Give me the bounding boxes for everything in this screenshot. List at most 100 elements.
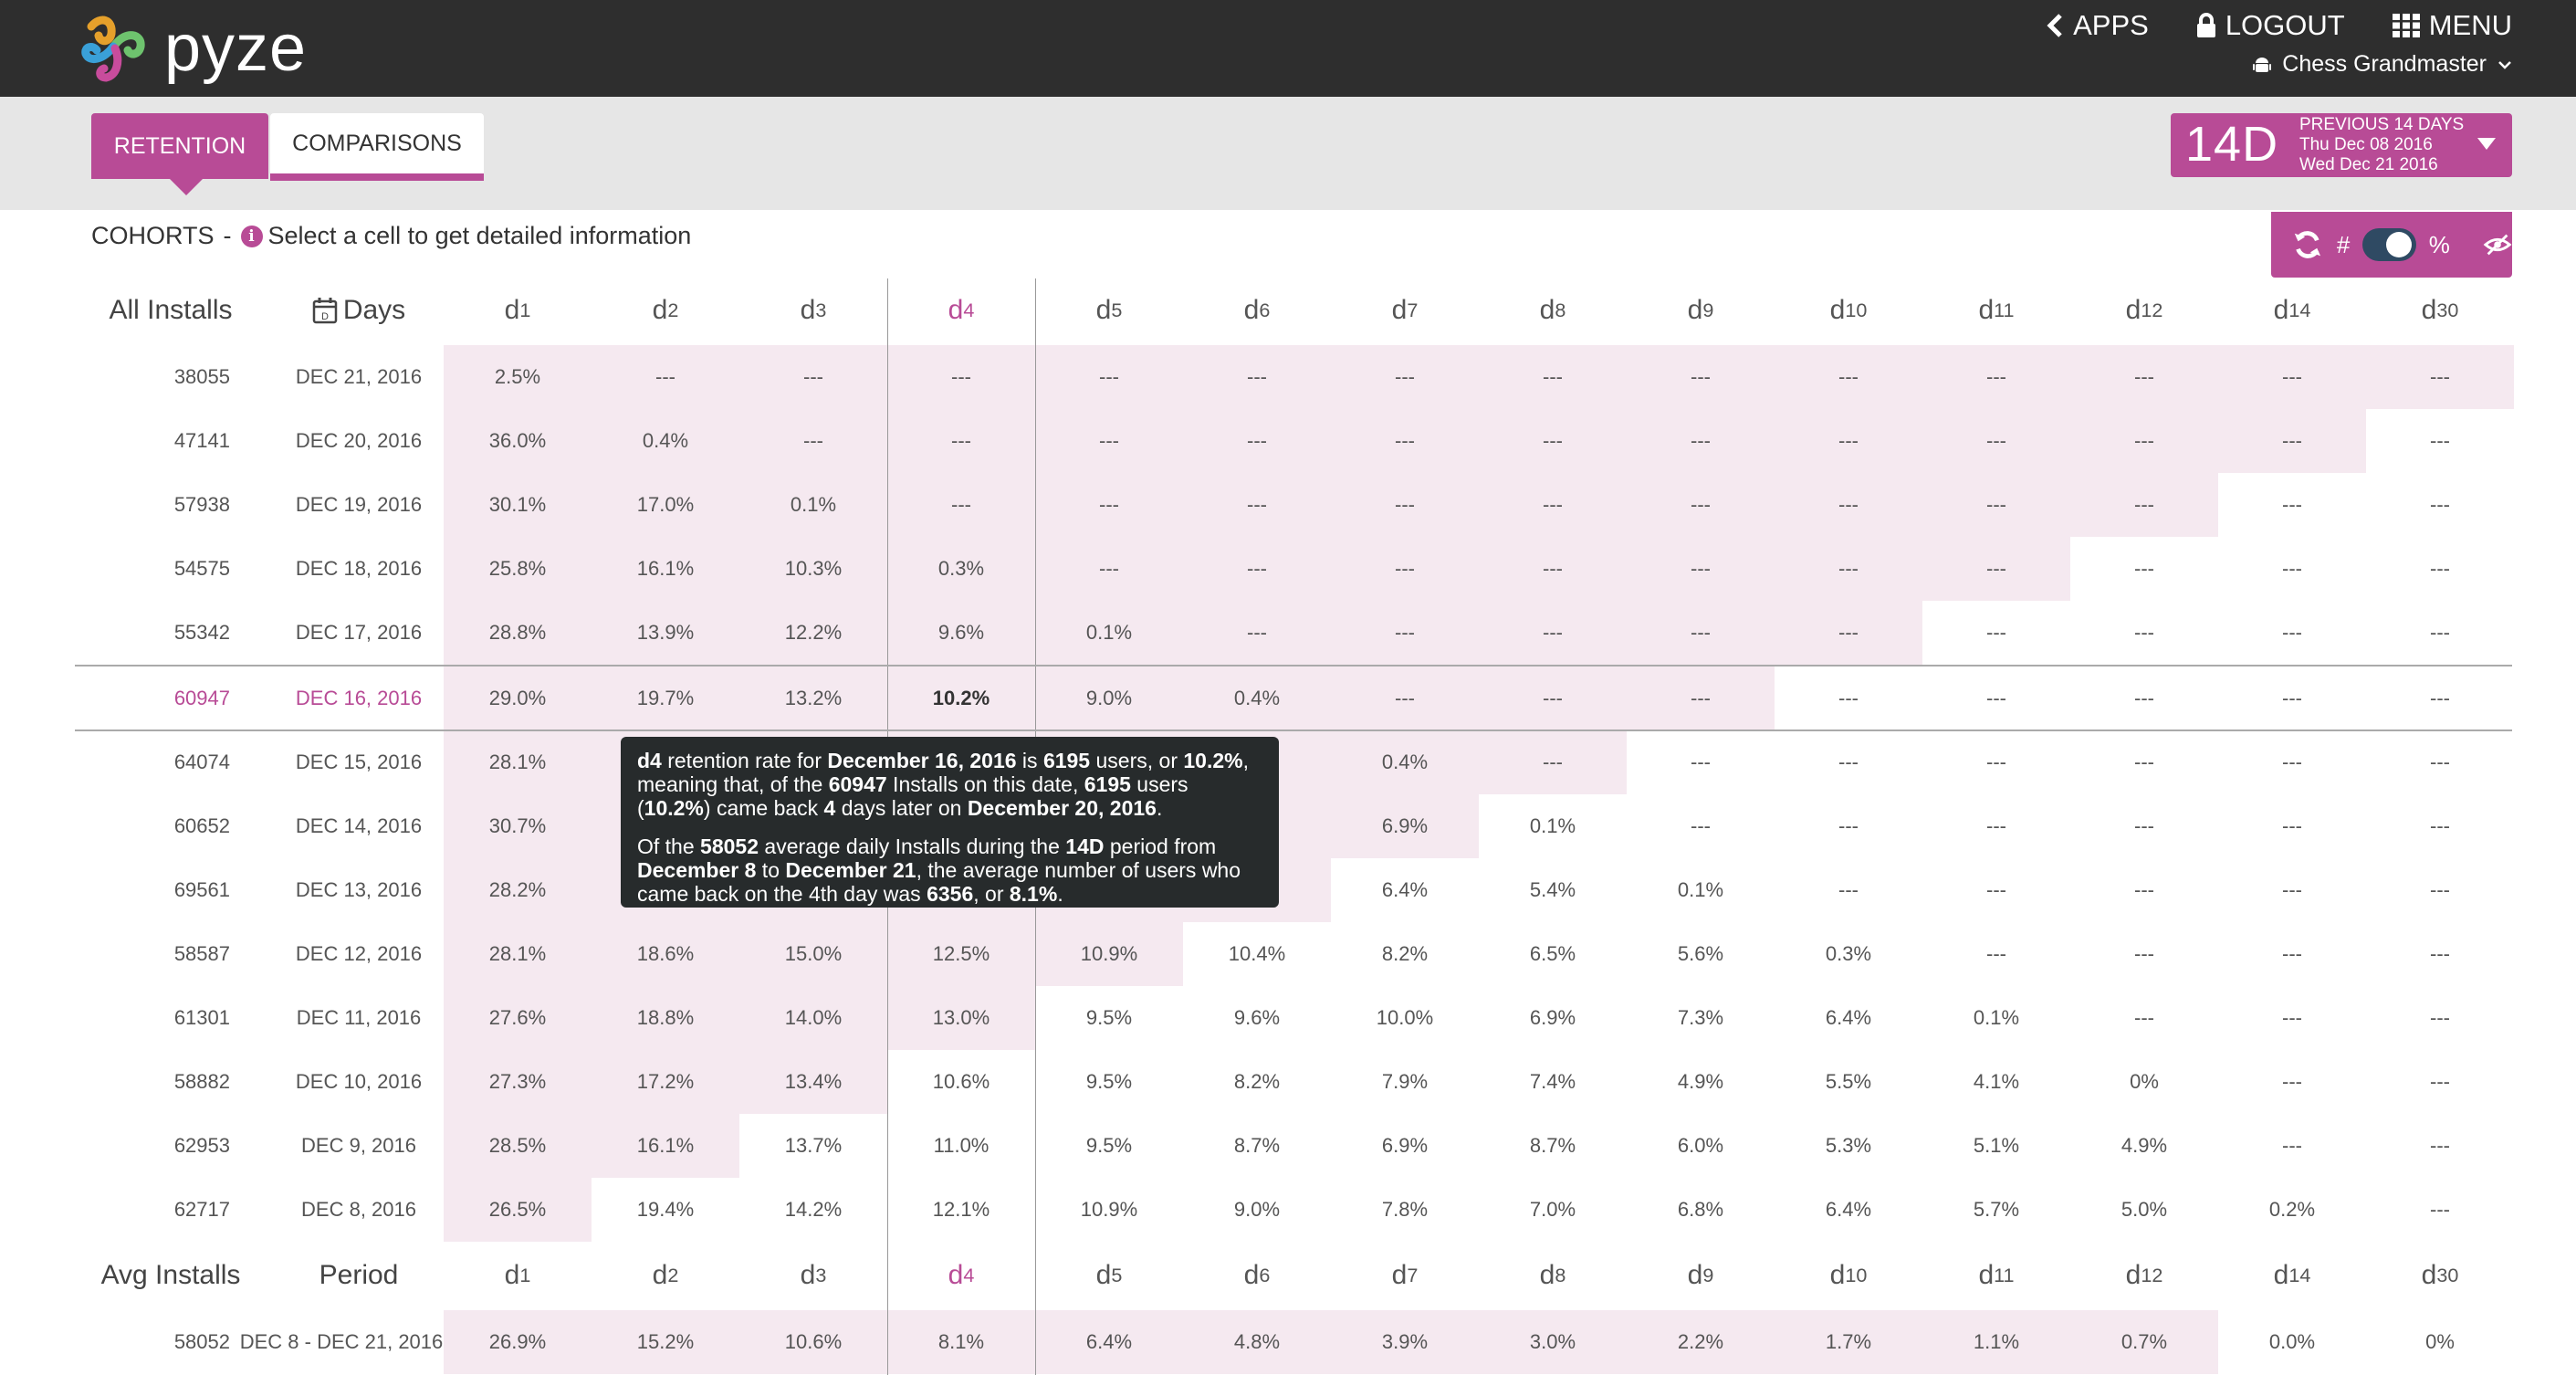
- retention-cell[interactable]: 7.3%: [1677, 1006, 1724, 1029]
- retention-cell[interactable]: ---: [2134, 878, 2154, 901]
- retention-cell[interactable]: 26.5%: [444, 1178, 592, 1242]
- retention-cell[interactable]: 0.2%: [2268, 1198, 2316, 1221]
- retention-cell[interactable]: 9.0%: [1035, 667, 1183, 730]
- retention-cell[interactable]: 5.5%: [1825, 1070, 1872, 1093]
- retention-cell[interactable]: 12.2%: [739, 601, 887, 665]
- retention-cell[interactable]: ---: [2134, 557, 2154, 580]
- retention-cell[interactable]: ---: [2282, 1134, 2302, 1157]
- retention-cell[interactable]: 5.6%: [1677, 942, 1724, 965]
- retention-cell[interactable]: ---: [887, 345, 1035, 409]
- retention-cell[interactable]: ---: [2070, 345, 2218, 409]
- retention-cell[interactable]: 0.3%: [887, 537, 1035, 601]
- retention-cell[interactable]: 4.9%: [1677, 1070, 1724, 1093]
- avg-retention-cell[interactable]: 3.9%: [1331, 1310, 1479, 1374]
- retention-cell[interactable]: 18.6%: [592, 922, 739, 986]
- retention-cell[interactable]: 12.5%: [887, 922, 1035, 986]
- retention-cell[interactable]: 5.7%: [1973, 1198, 2020, 1221]
- retention-cell[interactable]: ---: [1627, 345, 1775, 409]
- retention-cell[interactable]: ---: [2282, 750, 2302, 773]
- retention-cell[interactable]: 10.0%: [1376, 1006, 1434, 1029]
- retention-cell[interactable]: 10.2%: [887, 667, 1035, 730]
- retention-cell[interactable]: ---: [2134, 814, 2154, 837]
- avg-retention-cell[interactable]: 3.0%: [1479, 1310, 1627, 1374]
- retention-cell[interactable]: ---: [1775, 409, 1922, 473]
- retention-cell[interactable]: ---: [1986, 687, 2006, 709]
- retention-cell[interactable]: 7.4%: [1529, 1070, 1576, 1093]
- retention-cell[interactable]: 15.0%: [739, 922, 887, 986]
- avg-retention-cell[interactable]: 1.7%: [1775, 1310, 1922, 1374]
- avg-retention-cell[interactable]: 8.1%: [887, 1310, 1035, 1374]
- retention-cell[interactable]: 0.1%: [1529, 814, 1576, 837]
- retention-cell[interactable]: 6.4%: [1825, 1198, 1872, 1221]
- retention-cell[interactable]: 0.4%: [1183, 667, 1331, 730]
- retention-cell[interactable]: 19.7%: [592, 667, 739, 730]
- retention-cell[interactable]: 7.8%: [1381, 1198, 1429, 1221]
- retention-cell[interactable]: 0.1%: [739, 473, 887, 537]
- retention-cell[interactable]: ---: [2430, 942, 2450, 965]
- retention-cell[interactable]: ---: [1331, 667, 1479, 730]
- retention-cell[interactable]: ---: [887, 409, 1035, 473]
- retention-cell[interactable]: ---: [1922, 473, 2070, 537]
- retention-cell[interactable]: 6.9%: [1381, 1134, 1429, 1157]
- retention-cell[interactable]: ---: [2282, 557, 2302, 580]
- retention-cell[interactable]: 28.2%: [444, 858, 592, 922]
- retention-cell[interactable]: ---: [2282, 878, 2302, 901]
- retention-cell[interactable]: 8.7%: [1529, 1134, 1576, 1157]
- retention-cell[interactable]: ---: [1331, 601, 1479, 665]
- count-percent-toggle[interactable]: [2362, 228, 2416, 261]
- avg-retention-cell[interactable]: 6.4%: [1035, 1310, 1183, 1374]
- retention-cell[interactable]: 9.0%: [1233, 1198, 1281, 1221]
- retention-cell[interactable]: 7.0%: [1529, 1198, 1576, 1221]
- retention-cell[interactable]: 14.2%: [784, 1198, 843, 1221]
- retention-cell[interactable]: ---: [1479, 409, 1627, 473]
- avg-retention-cell[interactable]: 0.0%: [2268, 1330, 2316, 1353]
- retention-cell[interactable]: ---: [2430, 557, 2450, 580]
- retention-cell[interactable]: ---: [1479, 730, 1627, 794]
- retention-cell[interactable]: ---: [1183, 601, 1331, 665]
- avg-retention-cell[interactable]: 10.6%: [739, 1310, 887, 1374]
- retention-cell[interactable]: 10.3%: [739, 537, 887, 601]
- date-range-selector[interactable]: 14D PREVIOUS 14 DAYS Thu Dec 08 2016 Wed…: [2171, 113, 2512, 177]
- retention-cell[interactable]: 16.1%: [592, 537, 739, 601]
- retention-cell[interactable]: 10.9%: [1080, 1198, 1138, 1221]
- retention-cell[interactable]: ---: [2430, 1198, 2450, 1221]
- retention-cell[interactable]: 28.8%: [444, 601, 592, 665]
- logout-link[interactable]: LOGOUT: [2196, 9, 2345, 42]
- retention-cell[interactable]: ---: [1183, 537, 1331, 601]
- retention-cell[interactable]: 0.1%: [1035, 601, 1183, 665]
- retention-cell[interactable]: ---: [1479, 667, 1627, 730]
- retention-cell[interactable]: ---: [2282, 687, 2302, 709]
- retention-cell[interactable]: ---: [1775, 345, 1922, 409]
- retention-cell[interactable]: 19.4%: [636, 1198, 695, 1221]
- retention-cell[interactable]: ---: [2218, 409, 2366, 473]
- retention-cell[interactable]: ---: [2430, 1134, 2450, 1157]
- retention-cell[interactable]: ---: [1331, 537, 1479, 601]
- retention-cell[interactable]: ---: [2134, 621, 2154, 644]
- retention-cell[interactable]: ---: [1691, 814, 1711, 837]
- tab-comparisons[interactable]: COMPARISONS: [270, 113, 484, 181]
- refresh-icon[interactable]: [2291, 227, 2324, 262]
- retention-cell[interactable]: ---: [2282, 814, 2302, 837]
- retention-cell[interactable]: ---: [2430, 878, 2450, 901]
- retention-cell[interactable]: ---: [1331, 409, 1479, 473]
- retention-cell[interactable]: 6.4%: [1381, 878, 1429, 901]
- retention-cell[interactable]: ---: [1479, 473, 1627, 537]
- retention-cell[interactable]: 9.5%: [1085, 1006, 1133, 1029]
- eye-slash-icon[interactable]: [2483, 232, 2512, 257]
- retention-cell[interactable]: ---: [2366, 345, 2514, 409]
- retention-cell[interactable]: ---: [2430, 1006, 2450, 1029]
- retention-cell[interactable]: ---: [2430, 429, 2450, 452]
- retention-cell[interactable]: ---: [1331, 473, 1479, 537]
- retention-cell[interactable]: ---: [2430, 750, 2450, 773]
- pyze-logo[interactable]: pyze: [73, 5, 307, 91]
- retention-cell[interactable]: 0.1%: [1677, 878, 1724, 901]
- retention-cell[interactable]: 28.5%: [444, 1114, 592, 1178]
- retention-cell[interactable]: ---: [2134, 750, 2154, 773]
- retention-cell[interactable]: ---: [1183, 409, 1331, 473]
- retention-cell[interactable]: ---: [1838, 878, 1859, 901]
- retention-cell[interactable]: 10.6%: [932, 1070, 990, 1093]
- retention-cell[interactable]: 6.5%: [1529, 942, 1576, 965]
- retention-cell[interactable]: ---: [1627, 409, 1775, 473]
- retention-cell[interactable]: ---: [1986, 878, 2006, 901]
- retention-cell[interactable]: 0.1%: [1973, 1006, 2020, 1029]
